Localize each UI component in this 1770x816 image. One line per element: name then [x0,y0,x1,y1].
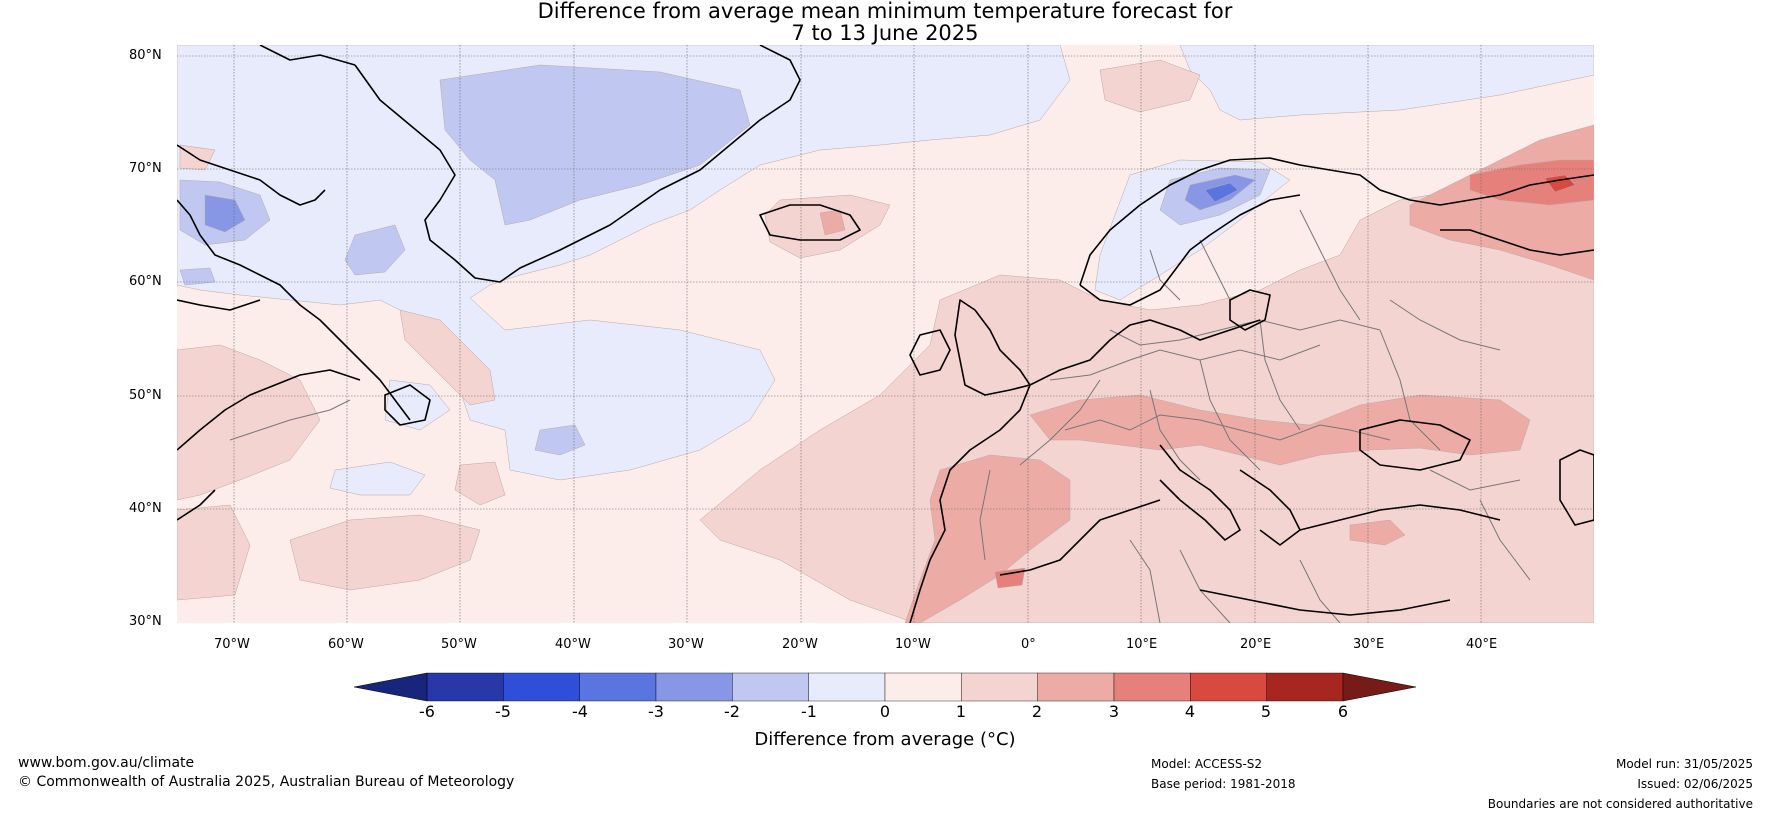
anomaly-cool-davis [344,224,406,276]
anomaly-warm-russia-core [1469,159,1594,206]
colorbar-tick-label: 3 [1108,702,1120,721]
colorbar-title: Difference from average (°C) [754,729,1016,750]
anomaly-warm-newfoundland [399,309,496,406]
colorbar-over-triangle [1342,672,1417,702]
lon-label: 40°W [555,637,591,652]
source-url: www.bom.gov.au/climate [18,755,195,771]
colorbar-box [808,672,886,702]
colorbar-box [1113,672,1191,702]
lon-label: 30°W [668,637,704,652]
coastlines [177,45,1594,623]
anomaly-field [177,45,1594,623]
anomaly-cool-small-atlantic [329,461,426,496]
model-name: Model: ACCESS-S2 [1151,757,1263,771]
colorbar-box [1266,672,1344,702]
model-run: Model run: 31/05/2025 [1615,757,1753,771]
colorbar-box [1037,672,1115,702]
lon-label: 20°E [1240,637,1272,652]
lon-label: 30°E [1353,637,1385,652]
anomaly-warm-midatlantic-patch [454,461,506,506]
colorbar-under-triangle [353,672,428,702]
boundaries-disclaimer: Boundaries are not considered authoritat… [1487,797,1753,811]
colorbar-tick-label: 2 [1031,702,1043,721]
anomaly-cool-hudson [179,267,216,286]
graticule [177,45,1594,623]
colorbar-tick-label: 5 [1260,702,1272,721]
colorbar [353,672,1417,702]
lat-label: 60°N [129,274,162,289]
lon-label: 10°W [895,637,931,652]
anomaly-warm-iberia [904,454,1071,623]
lat-label: 80°N [129,48,162,63]
lat-label: 70°N [129,161,162,176]
country-borders [229,209,1531,623]
colorbar-box [732,672,809,702]
colorbar-box [579,672,657,702]
lat-label: 30°N [129,614,162,629]
anomaly-cool-midatlantic [534,424,586,456]
lon-label: 60°W [328,637,364,652]
colorbar-tick-label: -2 [724,702,740,721]
colorbar-box [961,672,1038,702]
anomaly-warm-morocco [994,567,1026,589]
colorbar-tick-label: -4 [572,702,588,721]
anomaly-cool-arctic-ne [1179,45,1594,121]
anomaly-warm-west [177,504,251,601]
lat-label: 40°N [129,501,162,516]
anomaly-warm-sw-atlantic [289,514,481,591]
anomaly-warm-svalbard [1099,59,1201,113]
lon-label: 0° [1021,637,1036,652]
anomaly-cool-baffin-core [204,194,246,233]
copyright-text: © Commonwealth of Australia 2025, Austra… [18,774,515,790]
anomaly-warm-central-europe [1029,394,1531,466]
anomaly-warm-europe [699,149,1594,623]
lon-label: 20°W [782,637,818,652]
colorbar-tick-label: -5 [495,702,511,721]
anomaly-warm-nafrica [1349,519,1406,546]
anomaly-warm-iceland-core [819,209,846,236]
colorbar-box [503,672,580,702]
map-subtitle: 7 to 13 June 2025 [791,21,979,45]
map-title: Difference from average mean minimum tem… [537,0,1233,23]
anomaly-warm-north-america [177,344,321,501]
colorbar-tick-label: 0 [879,702,891,721]
anomaly-cool-labrador [384,379,451,431]
lon-label: 70°W [214,637,250,652]
anomaly-cool-greenland-core [439,64,751,226]
lon-label: 40°E [1466,637,1498,652]
lon-label: 50°W [441,637,477,652]
colorbar-box [426,672,504,702]
issued-date: Issued: 02/06/2025 [1637,777,1753,791]
lat-label: 50°N [129,388,162,403]
colorbar-tick-label: 6 [1337,702,1349,721]
colorbar-tick-label: 4 [1184,702,1196,721]
colorbar-tick-label: -6 [419,702,435,721]
base-period: Base period: 1981-2018 [1151,777,1296,791]
lon-label: 10°E [1126,637,1158,652]
colorbar-box [884,672,962,702]
colorbar-tick-label: -3 [648,702,664,721]
colorbar-tick-label: 1 [955,702,967,721]
colorbar-box [1190,672,1267,702]
colorbar-box [655,672,733,702]
anomaly-cool-norway-core2 [1204,182,1239,203]
colorbar-tick-label: -1 [801,702,817,721]
